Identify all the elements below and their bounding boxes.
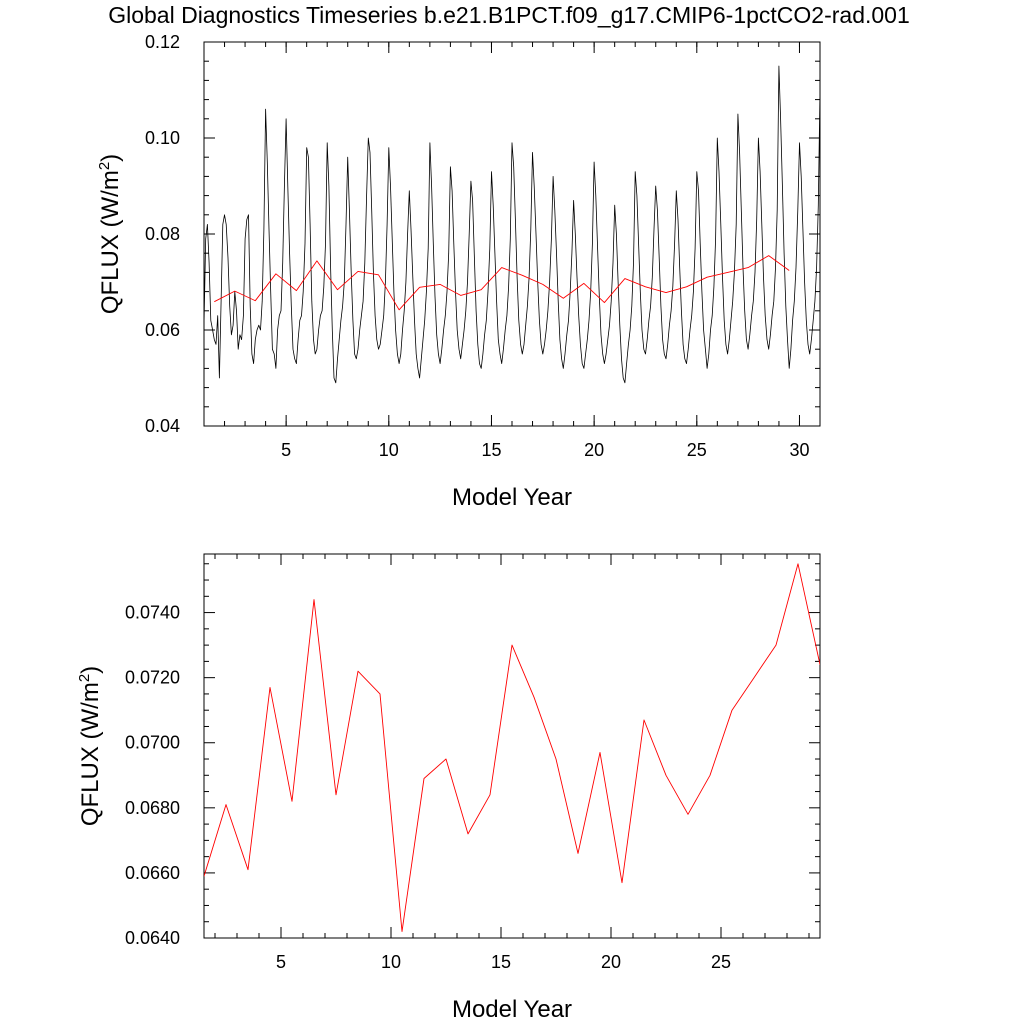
y-tick-label: 0.0720 bbox=[125, 668, 180, 688]
x-tick-label: 15 bbox=[481, 440, 501, 460]
y-axis-label: QFLUX (W/m2) bbox=[96, 154, 124, 314]
x-tick-label: 20 bbox=[584, 440, 604, 460]
x-tick-label: 20 bbox=[601, 952, 621, 972]
y-tick-label: 0.08 bbox=[145, 224, 180, 244]
x-axis-label: Model Year bbox=[452, 484, 572, 511]
plot-frame bbox=[203, 41, 821, 427]
x-tick-label: 25 bbox=[687, 440, 707, 460]
x-tick-label: 25 bbox=[711, 952, 731, 972]
x-tick-label: 10 bbox=[379, 440, 399, 460]
x-tick-label: 10 bbox=[381, 952, 401, 972]
y-tick-label: 0.04 bbox=[145, 416, 180, 436]
figure-title: Global Diagnostics Timeseries b.e21.B1PC… bbox=[108, 2, 910, 28]
monthly-series-line bbox=[204, 65, 820, 384]
x-axis-label: Model Year bbox=[452, 996, 572, 1023]
bottom-panel-plot: 5 10 15 20 25 0.0640 0.0660 0.0680 0.0700 0.0720 0… bbox=[76, 553, 821, 1023]
x-tick-label: 5 bbox=[276, 952, 286, 972]
y-tick-label: 0.0700 bbox=[125, 733, 180, 753]
y-axis-label: QFLUX (W/m2) bbox=[76, 666, 104, 826]
x-tick-label: 5 bbox=[281, 440, 291, 460]
top-panel-plot: 5 10 15 20 25 30 0.04 0.06 0.08 0.10 0.12 Model Yea… bbox=[96, 32, 821, 511]
y-tick-label: 0.0640 bbox=[125, 928, 180, 948]
annual-mean-series-line bbox=[204, 563, 820, 932]
y-tick-label: 0.0680 bbox=[125, 798, 180, 818]
x-tick-label: 15 bbox=[491, 952, 511, 972]
x-tick-label: 30 bbox=[789, 440, 809, 460]
y-tick-label: 0.12 bbox=[145, 32, 180, 52]
plot-frame bbox=[203, 553, 821, 939]
annual-mean-series-line bbox=[214, 255, 790, 311]
y-tick-label: 0.06 bbox=[145, 320, 180, 340]
y-tick-label: 0.0740 bbox=[125, 603, 180, 623]
y-tick-label: 0.10 bbox=[145, 128, 180, 148]
y-tick-label: 0.0660 bbox=[125, 863, 180, 883]
